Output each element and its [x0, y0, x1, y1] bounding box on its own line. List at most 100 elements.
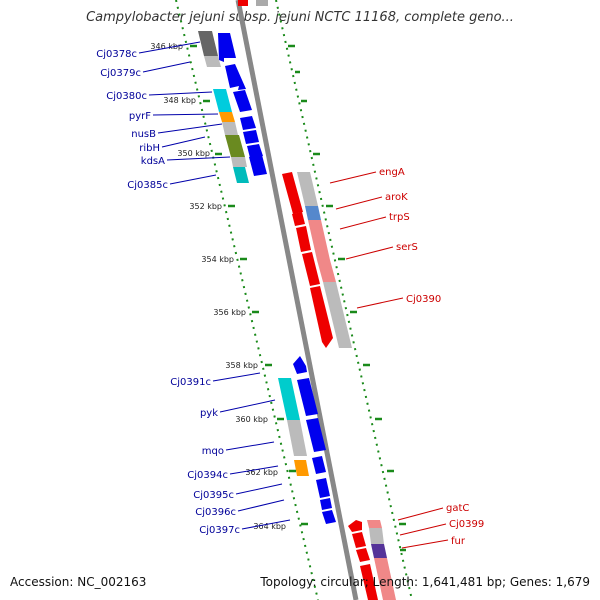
- forward-features-top[interactable]: [198, 31, 267, 183]
- gene-trps-arrow[interactable]: [296, 226, 311, 252]
- gene-label-enga[interactable]: engA: [379, 167, 405, 178]
- leader-line: [335, 196, 383, 210]
- gene-label-cj0385c[interactable]: Cj0385c: [127, 180, 168, 191]
- gene-cj0395c-arrow[interactable]: [316, 478, 330, 498]
- leader-line: [219, 399, 276, 413]
- gene-ribh-arrow[interactable]: [247, 144, 263, 158]
- leader-line: [142, 61, 191, 73]
- gene-cj0379c-arrow[interactable]: [225, 64, 246, 90]
- gene-label-mqo[interactable]: mqo: [202, 446, 224, 457]
- gene-label-sers[interactable]: serS: [396, 242, 418, 253]
- gene-kdsa-arrow[interactable]: [249, 155, 267, 176]
- kbp-label: 352 kbp: [189, 202, 222, 211]
- leader-line: [329, 171, 377, 184]
- accession-text: Accession: NC_002163: [10, 575, 147, 589]
- gene-label-pyrf[interactable]: pyrF: [129, 111, 151, 122]
- right-gene-leaders: [329, 171, 449, 549]
- partial-feature: [360, 564, 378, 600]
- gene-cj0380c-arrow[interactable]: [233, 90, 252, 112]
- gene-gatc-arrow[interactable]: [348, 520, 362, 532]
- gene-label-pyk[interactable]: pyk: [200, 408, 218, 419]
- gene-label-trps[interactable]: trpS: [389, 212, 410, 223]
- gene-label-ribh[interactable]: ribH: [139, 143, 160, 154]
- kbp-label: 354 kbp: [201, 255, 234, 264]
- leader-line: [212, 372, 261, 382]
- gene-nusb-arrow[interactable]: [243, 130, 259, 144]
- gene-label-cj0395c[interactable]: Cj0395c: [193, 490, 234, 501]
- left-gene-labels: Cj0378c Cj0379c Cj0380c pyrF nusB ribH k…: [96, 49, 240, 536]
- partial-feature: [238, 0, 248, 6]
- kbp-label: 360 kbp: [235, 415, 268, 424]
- leader-line: [345, 246, 394, 260]
- gene-label-gatc[interactable]: gatC: [446, 503, 469, 514]
- feature-cj0385c: [233, 167, 249, 183]
- gene-label-fur[interactable]: fur: [451, 536, 466, 547]
- kbp-label: 348 kbp: [163, 96, 196, 105]
- gene-cj0394c-arrow[interactable]: [312, 456, 326, 474]
- feature-trps: [308, 220, 330, 260]
- feature-pyrf: [219, 112, 235, 122]
- map-title: Campylobacter jejuni subsp. jejuni NCTC …: [86, 10, 514, 25]
- kbp-label: 356 kbp: [213, 308, 246, 317]
- feature-shade: [287, 420, 307, 456]
- gene-cj0391c-arrow[interactable]: [293, 356, 307, 374]
- gene-label-cj0390[interactable]: Cj0390: [406, 294, 441, 305]
- kbp-tick-right: [288, 44, 406, 552]
- leader-line: [166, 156, 231, 161]
- feature-shade: [213, 89, 232, 112]
- kbp-ticks: [190, 44, 308, 526]
- feature-pyk: [278, 378, 300, 420]
- leader-line: [225, 441, 275, 451]
- reverse-features-middle[interactable]: [282, 172, 352, 348]
- gene-enga-arrow[interactable]: [282, 172, 303, 214]
- kbp-label: 350 kbp: [177, 149, 210, 158]
- gene-label-cj0397c[interactable]: Cj0397c: [199, 525, 240, 536]
- genome-summary-text: Topology: circular; Length: 1,641,481 bp…: [260, 575, 590, 589]
- gene-cj0378c-arrow[interactable]: [218, 33, 236, 62]
- gene-label-cj0394c[interactable]: Cj0394c: [187, 470, 228, 481]
- gene-cj0396c-arrow[interactable]: [320, 498, 332, 510]
- gene-label-cj0378c[interactable]: Cj0378c: [96, 49, 137, 60]
- gene-sers-arrow[interactable]: [302, 252, 320, 286]
- feature-shade: [198, 31, 218, 56]
- gene-cj0399-arrow[interactable]: [352, 532, 366, 548]
- kbp-label: 346 kbp: [150, 42, 183, 51]
- leader-line: [235, 483, 283, 495]
- kbp-label: 364 kbp: [253, 522, 286, 531]
- feature-shade: [297, 172, 318, 206]
- gene-cj0397c-arrow[interactable]: [322, 510, 336, 524]
- feature-fur: [371, 544, 387, 558]
- gene-pyk-arrow[interactable]: [297, 378, 318, 416]
- gene-label-cj0396c[interactable]: Cj0396c: [195, 507, 236, 518]
- gene-arok-arrow[interactable]: [292, 212, 305, 226]
- gene-label-nusb[interactable]: nusB: [131, 129, 156, 140]
- leader-line: [339, 216, 387, 230]
- gene-mqo-arrow[interactable]: [306, 418, 326, 452]
- feature-shade: [374, 558, 396, 600]
- gene-label-cj0380c[interactable]: Cj0380c: [106, 91, 147, 102]
- leader-line: [169, 174, 217, 185]
- gene-label-kdsa[interactable]: kdsA: [141, 156, 165, 167]
- gene-cj0390-arrow[interactable]: [310, 286, 333, 348]
- gene-label-cj0399[interactable]: Cj0399: [449, 519, 484, 530]
- feature-shade: [369, 528, 384, 544]
- kbp-labels: 346 kbp 348 kbp 350 kbp 352 kbp 354 kbp …: [150, 42, 286, 531]
- leader-line: [401, 539, 449, 549]
- gene-label-arok[interactable]: aroK: [385, 192, 408, 203]
- left-gene-leaders: [138, 41, 291, 530]
- gene-fur-arrow[interactable]: [356, 548, 370, 562]
- gene-pyrf-arrow[interactable]: [240, 116, 256, 130]
- reverse-features-bottom[interactable]: [348, 520, 396, 600]
- feature-shade: [222, 122, 238, 135]
- left-outer-border: [175, 0, 319, 600]
- gene-label-cj0391c[interactable]: Cj0391c: [170, 377, 211, 388]
- gene-label-cj0379c[interactable]: Cj0379c: [100, 68, 141, 79]
- leader-line: [356, 297, 404, 309]
- kbp-label: 362 kbp: [245, 468, 278, 477]
- partial-feature: [256, 0, 268, 6]
- leader-line: [237, 499, 285, 512]
- feature-shade: [231, 157, 247, 167]
- forward-features-lower[interactable]: [278, 356, 336, 524]
- right-gene-labels: engA aroK trpS serS Cj0390 gatC Cj0399 f…: [379, 167, 484, 547]
